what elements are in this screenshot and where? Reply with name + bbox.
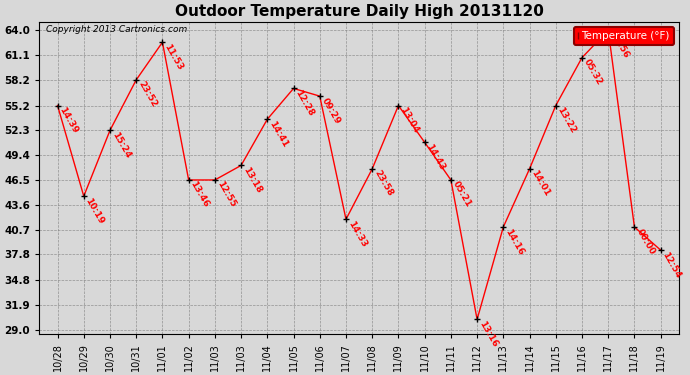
Text: 09:29: 09:29 xyxy=(319,96,342,126)
Text: 23:52: 23:52 xyxy=(136,80,158,109)
Text: 12:55: 12:55 xyxy=(215,180,237,209)
Text: 14:43: 14:43 xyxy=(424,142,447,172)
Text: 14:39: 14:39 xyxy=(57,105,80,135)
Text: 00:00: 00:00 xyxy=(634,227,656,256)
Text: 14:33: 14:33 xyxy=(346,219,368,249)
Text: 10:19: 10:19 xyxy=(83,196,106,225)
Text: 11:53: 11:53 xyxy=(162,42,184,72)
Legend: Temperature (°F): Temperature (°F) xyxy=(574,27,674,45)
Text: 13:16: 13:16 xyxy=(477,320,499,349)
Text: 12:54: 12:54 xyxy=(660,250,683,279)
Text: 13:04: 13:04 xyxy=(398,105,420,135)
Text: 05:21: 05:21 xyxy=(451,180,473,209)
Text: 14:16: 14:16 xyxy=(503,227,526,256)
Text: 13:22: 13:22 xyxy=(555,105,578,135)
Text: 05:32: 05:32 xyxy=(582,58,604,87)
Text: 13:18: 13:18 xyxy=(241,165,263,195)
Text: 12:28: 12:28 xyxy=(293,88,315,118)
Text: Copyright 2013 Cartronics.com: Copyright 2013 Cartronics.com xyxy=(46,25,187,34)
Text: 15:24: 15:24 xyxy=(110,130,132,160)
Text: 14:01: 14:01 xyxy=(529,169,551,198)
Text: 23:58: 23:58 xyxy=(372,169,394,198)
Text: 22:56: 22:56 xyxy=(608,30,630,60)
Text: 14:41: 14:41 xyxy=(267,119,290,149)
Text: 13:46: 13:46 xyxy=(188,180,211,209)
Title: Outdoor Temperature Daily High 20131120: Outdoor Temperature Daily High 20131120 xyxy=(175,4,544,19)
